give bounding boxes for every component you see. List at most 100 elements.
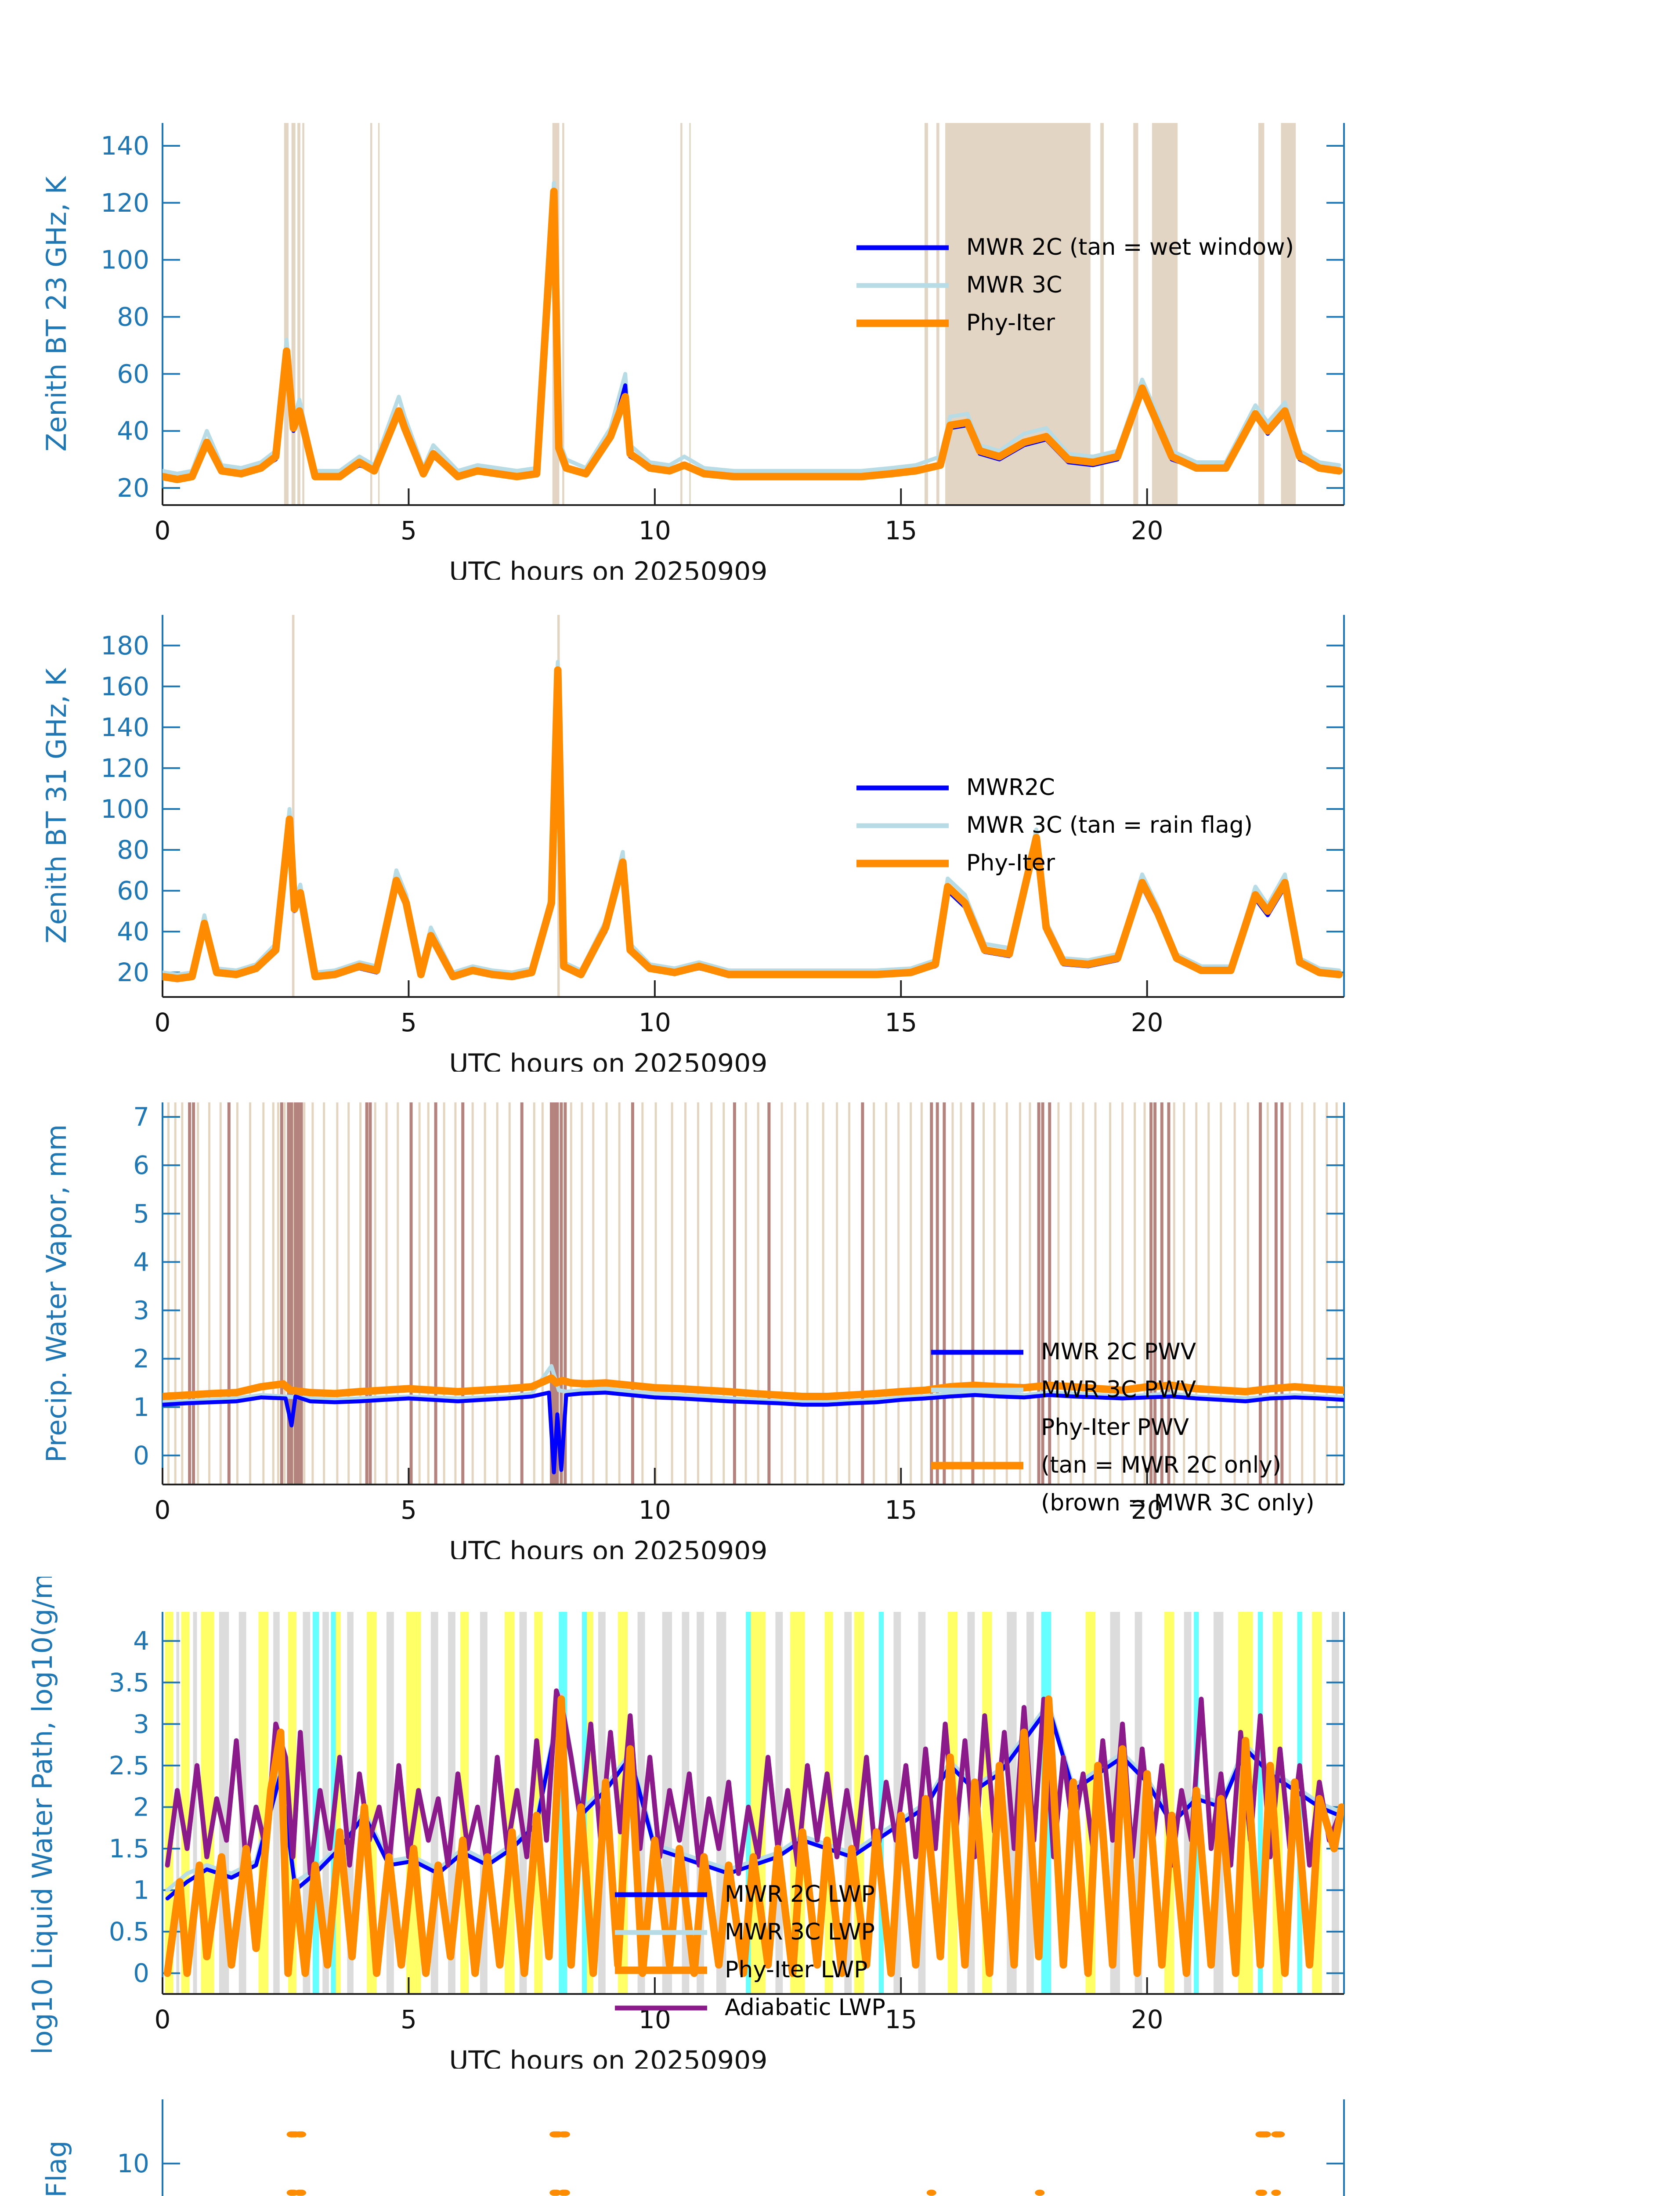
y-axis-title: Zenith BT 23 GHz, K [40,176,72,451]
dq-flag-marker [1275,2131,1285,2138]
y-tick-label: 2.5 [109,1751,149,1781]
dq-flag-marker [1261,2131,1271,2138]
y-tick-label: 60 [117,876,149,906]
tan-band [302,123,304,505]
x-axis-title: UTC hours on 20250909 [449,2045,768,2069]
legend-label: Phy-Iter [966,850,1055,876]
x-axis-title: UTC hours on 20250909 [449,1536,768,1559]
legend-label: MWR 3C LWP [725,1919,875,1945]
legend-label: Phy-Iter PWV [1041,1414,1189,1441]
y-tick-label: 80 [117,835,149,865]
data-traces [163,1364,1344,1474]
x-tick-label: 20 [1131,1495,1163,1525]
legend-label: MWR 3C PWV [1041,1376,1196,1403]
x-tick-label: 15 [885,1008,917,1037]
data-traces [163,1688,1344,1977]
y-axis-title: Zenith BT 31 GHz, K [40,668,72,943]
legend: MWR 2C (tan = wet window) MWR 3C Phy-Iter [856,234,1294,336]
tan-band [291,123,296,505]
legend-label: (tan = MWR 2C only) [1041,1452,1281,1478]
y-tick-label: 0.5 [109,1917,149,1947]
series-line [163,666,1343,982]
panel-panel3: 0 1 2 3 4 5 6 7 0 5 10 15 20 UTC hours on 20250909 Pre… [0,1067,1680,1559]
y-tick-label: 3.5 [109,1668,149,1698]
legend: MWR2C MWR 3C (tan = rain flag) Phy-Iter [856,774,1253,876]
legend-label: Phy-Iter [966,310,1055,336]
tan-band [1133,123,1138,505]
tan-band [562,123,564,505]
series-line [163,1391,1344,1474]
x-tick-label: 10 [639,516,671,545]
dq-flag-marker [296,2189,307,2196]
series-line [163,1695,1344,1977]
y-tick-label: 10 [117,2149,149,2178]
gray-band [322,1612,329,1994]
cyan-band [746,1612,751,1994]
x-tick-label: 5 [401,1008,417,1037]
y-tick-label: 3 [133,1296,149,1326]
legend-label: (brown = MWR 3C only) [1041,1490,1315,1516]
dq-flag-marker [560,2189,570,2196]
y-tick-label: 4 [133,1247,149,1277]
y-axis-title: Precip. Water Vapor, mm [40,1124,72,1463]
x-tick-label: 0 [155,2005,171,2034]
legend-label: MWR 2C (tan = wet window) [966,234,1294,260]
legend-label: MWR 2C PWV [1041,1339,1196,1365]
y-tick-label: 2 [133,1792,149,1822]
x-tick-label: 10 [639,1008,671,1037]
dq-flag-marker [1035,2189,1045,2196]
y-tick-label: 20 [117,473,149,503]
dq-flag-marker [551,2189,561,2196]
y-tick-label: 0 [133,1958,149,1988]
tan-band [284,123,289,505]
tan-band [925,123,928,505]
y-tick-label: 80 [117,302,149,332]
y-tick-label: 180 [101,631,149,661]
y-tick-label: 120 [101,188,149,218]
legend: MWR 2C PWV MWR 3C PWV Phy-Iter PWV (tan = M… [931,1339,1315,1516]
x-tick-label: 5 [401,2005,417,2034]
x-axis-title: UTC hours on 20250909 [449,1048,768,1072]
series-line [165,1688,1342,1876]
y-tick-label: 1.5 [109,1834,149,1864]
y-tick-label: 160 [101,672,149,701]
tan-band [680,123,683,505]
shaded-bands [284,123,1296,505]
dq-flag-marker [1257,2189,1267,2196]
panel-panel1: 20 40 60 80 100 120 140 0 5 10 15 20 UTC hours on 20… [0,88,1680,580]
dq-flag-marker [560,2131,570,2138]
tan-band [689,123,691,505]
tan-band [945,123,1091,505]
tan-band [378,123,380,505]
x-tick-label: 20 [1131,516,1163,545]
x-tick-label: 15 [885,2005,917,2034]
tan-band [292,615,295,997]
series-line [163,188,1343,484]
y-tick-label: 100 [101,245,149,275]
y-tick-label: 1 [133,1875,149,1905]
shaded-bands [167,1102,1338,1484]
y-tick-label: 3 [133,1709,149,1739]
y-tick-label: 1 [133,1392,149,1422]
legend-label: MWR 2C LWP [725,1881,875,1907]
x-tick-label: 0 [155,1495,171,1525]
shaded-bands [292,615,560,997]
y-tick-label: 140 [101,131,149,161]
y-tick-label: 100 [101,794,149,824]
data-traces [163,181,1343,484]
y-tick-label: 5 [133,1199,149,1228]
y-tick-label: 140 [101,712,149,742]
dq-flag-marker [1271,2189,1281,2196]
series-line [163,1374,1344,1401]
cyan-band [878,1612,884,1994]
data-traces [286,2131,1285,2196]
gray-band [193,1612,197,1994]
tan-band [370,123,372,505]
legend-label: Adiabatic LWP [725,1994,885,2021]
x-axis-title: UTC hours on 20250909 [449,556,768,580]
x-tick-label: 0 [155,1008,171,1037]
y-axis-title: MWR Phy Iter DQ Flag [40,2140,72,2196]
x-tick-label: 10 [639,1495,671,1525]
data-traces [163,660,1343,982]
